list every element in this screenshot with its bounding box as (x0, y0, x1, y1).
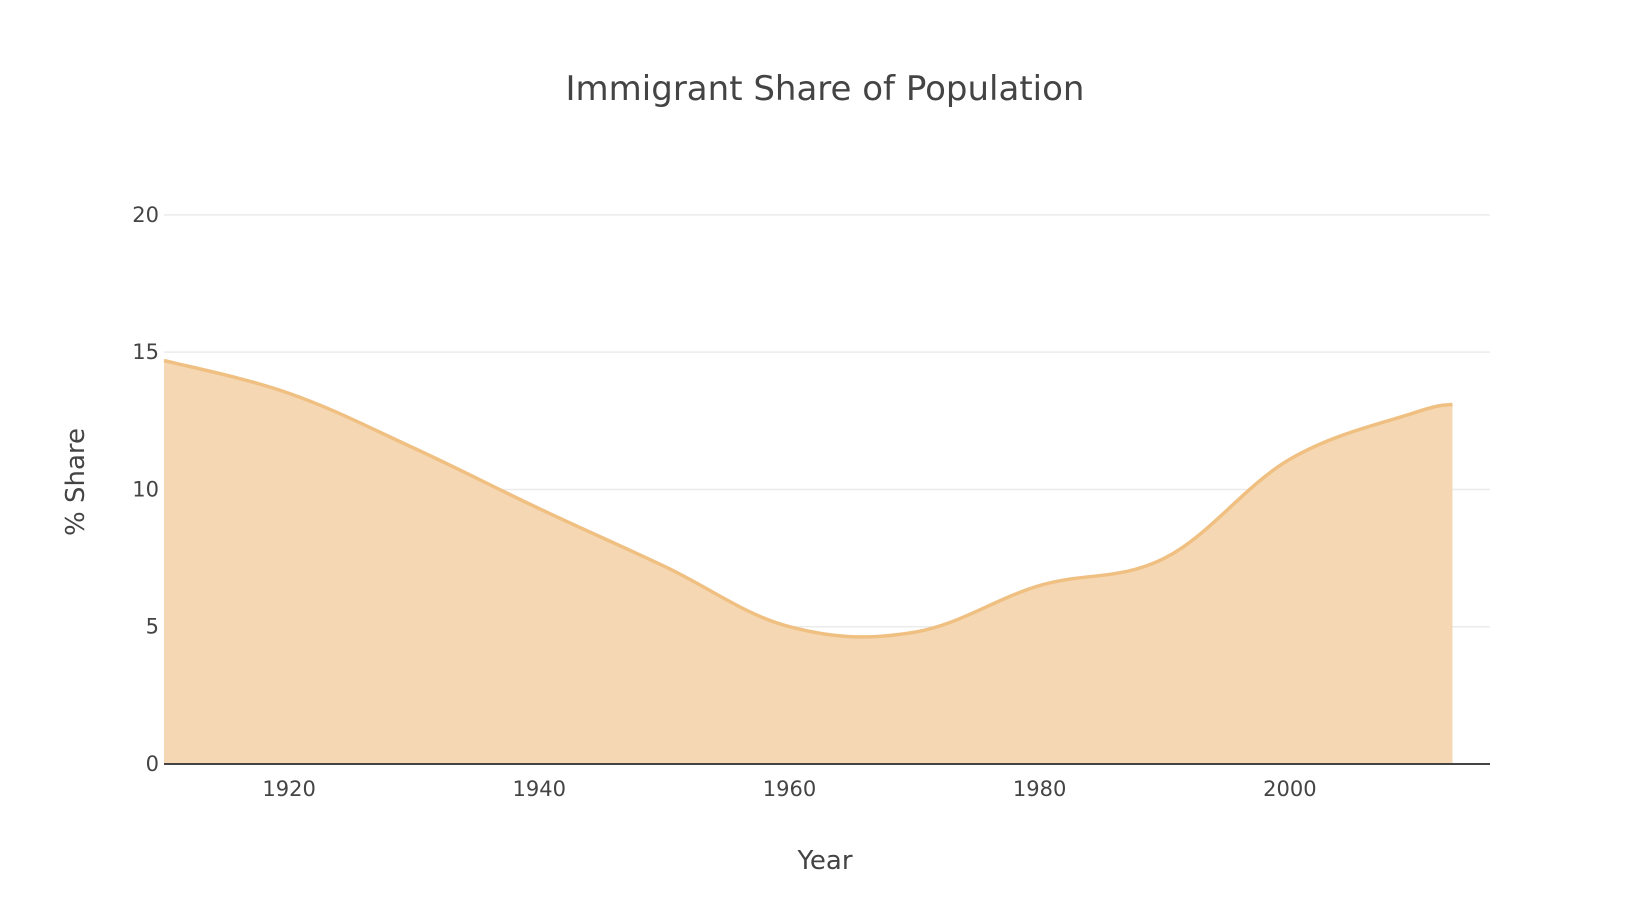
plot-area (163, 358, 1453, 764)
series-line (163, 358, 1453, 639)
x-tick-label: 1960 (763, 777, 816, 801)
x-axis-title: Year (796, 846, 852, 876)
x-tick-label: 2000 (1263, 777, 1316, 801)
x-tick-label: 1920 (262, 777, 315, 801)
area-fill (164, 360, 1453, 764)
y-tick-label: 10 (132, 477, 159, 501)
y-axis-title: % Share (61, 428, 91, 536)
y-tick-label: 20 (132, 203, 159, 227)
tick-labels: 0 5 10 15 20 1920 1940 1960 1980 2000 (132, 203, 1316, 801)
chart-title: Immigrant Share of Population (566, 69, 1085, 109)
x-tick-label: 1980 (1013, 777, 1066, 801)
x-tick-label: 1940 (513, 777, 566, 801)
y-tick-label: 15 (132, 340, 159, 364)
y-tick-label: 0 (146, 752, 159, 776)
y-tick-label: 5 (146, 615, 159, 639)
